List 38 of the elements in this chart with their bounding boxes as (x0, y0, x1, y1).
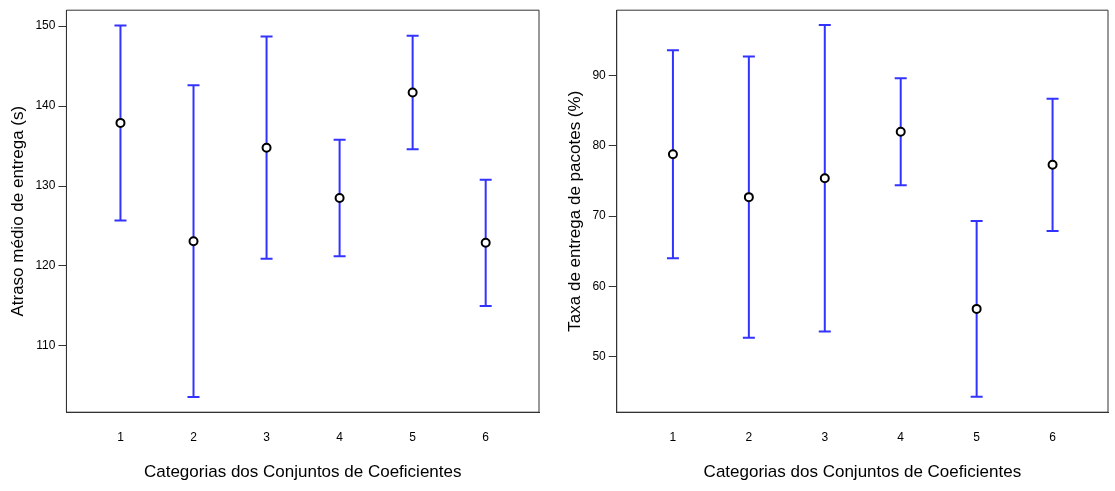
point (188, 236, 199, 247)
point (115, 117, 126, 128)
x-axis-title: Categorias dos Conjuntos de Coeficientes (703, 462, 1022, 482)
point (819, 173, 830, 184)
point (334, 193, 345, 204)
y-tick-label: 130 (35, 178, 56, 193)
x-tick-label: 4 (336, 429, 344, 444)
x-tick-label: 1 (117, 429, 125, 444)
x-tick-label: 3 (821, 429, 829, 444)
x-axis-title: Categorias dos Conjuntos de Coeficientes (143, 462, 462, 482)
point (407, 87, 418, 98)
y-tick-label: 50 (592, 348, 607, 363)
point (1047, 159, 1058, 170)
point (971, 303, 982, 314)
point (667, 149, 678, 160)
y-tick-label: 70 (592, 208, 607, 223)
x-tick-label: 3 (263, 429, 271, 444)
x-tick-label: 4 (897, 429, 905, 444)
y-tick-label: 150 (35, 18, 56, 33)
x-tick-label: 2 (745, 429, 753, 444)
y-axis-title: Atraso médio de entrega (s) (7, 105, 27, 317)
y-tick-label: 90 (592, 67, 607, 82)
x-tick-label: 6 (482, 429, 490, 444)
point (895, 126, 906, 137)
x-tick-label: 6 (1049, 429, 1057, 444)
y-tick-label: 140 (35, 98, 56, 113)
y-axis-title: Taxa de entrega de pacotes (%) (564, 90, 584, 332)
y-tick-label: 120 (35, 258, 56, 273)
point (480, 237, 491, 248)
y-tick-label: 110 (36, 338, 56, 353)
x-tick-label: 5 (409, 429, 417, 444)
x-tick-label: 2 (190, 429, 198, 444)
point (743, 192, 754, 203)
y-tick-label: 80 (592, 138, 607, 153)
x-tick-label: 1 (669, 429, 677, 444)
y-tick-label: 60 (592, 278, 607, 293)
point (261, 142, 272, 153)
x-tick-label: 5 (973, 429, 981, 444)
